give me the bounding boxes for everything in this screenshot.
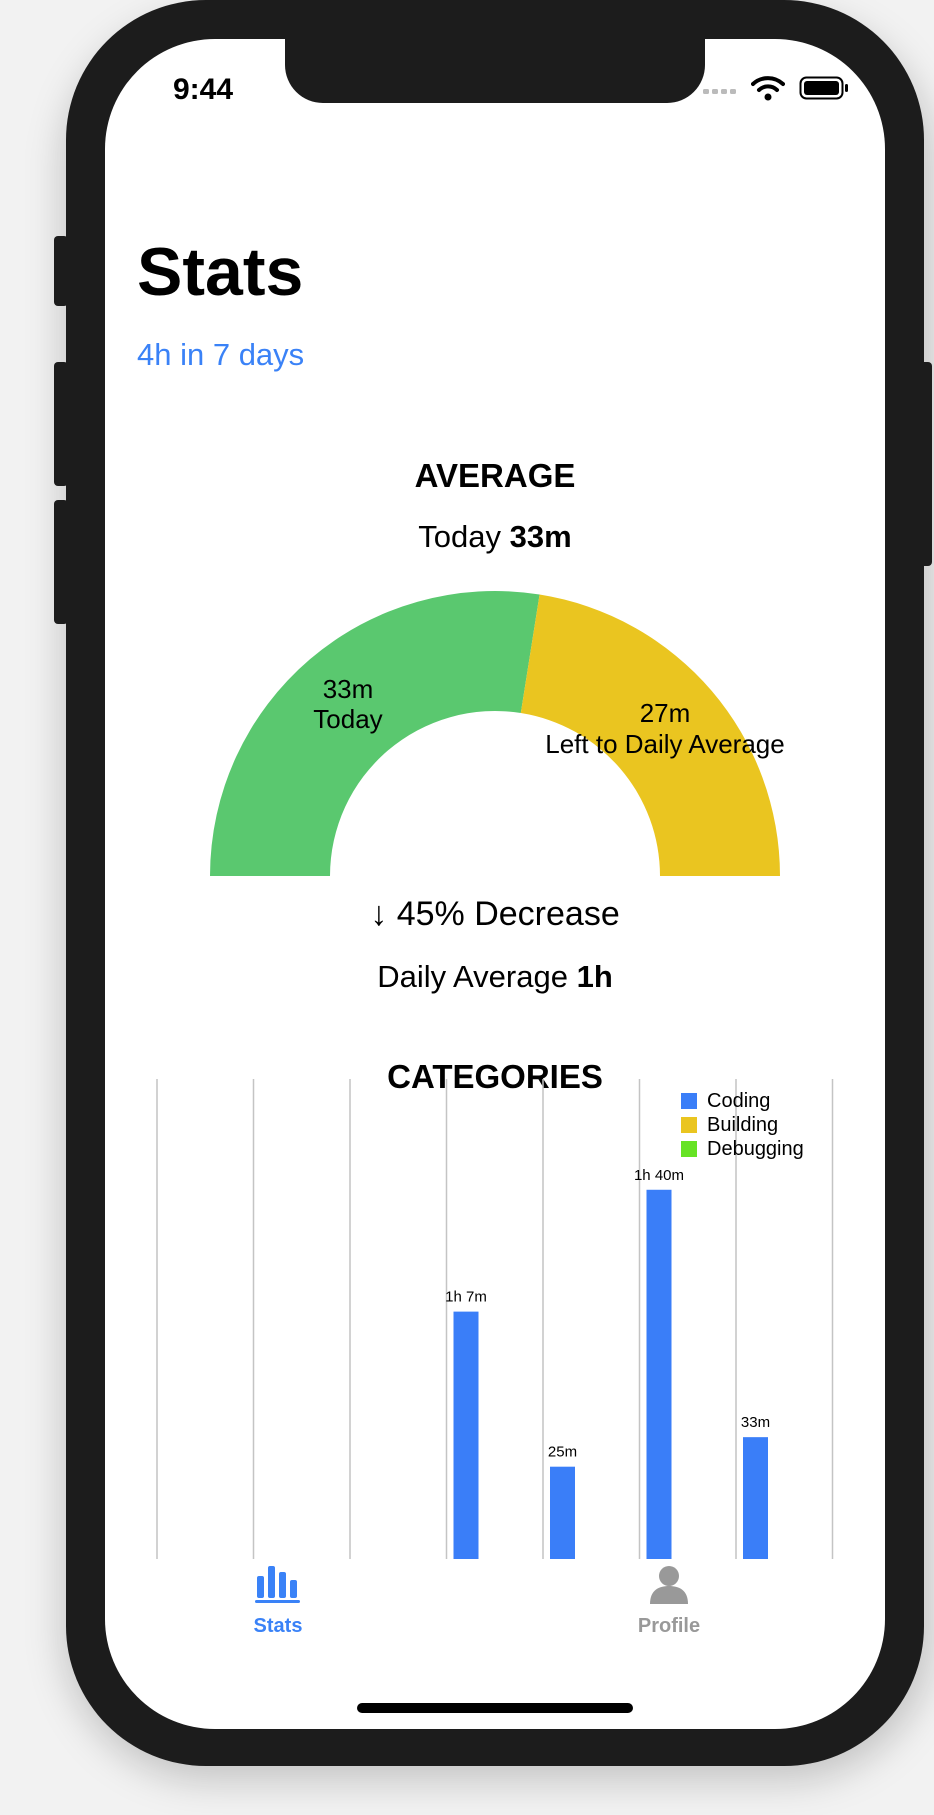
tab-profile[interactable]: Profile	[589, 1564, 749, 1638]
tab-profile-label: Profile	[637, 1615, 701, 1637]
tab-stats-label: Stats	[253, 1615, 303, 1637]
power-button	[920, 362, 932, 566]
wifi-icon	[751, 75, 785, 106]
person-icon	[650, 1566, 688, 1604]
legend-swatch	[681, 1117, 697, 1133]
bar-coding	[646, 1189, 672, 1559]
average-heading: AVERAGE	[414, 457, 576, 494]
total-summary-link[interactable]: 4h in 7 days	[137, 337, 305, 372]
status-time: 9:44	[173, 73, 234, 106]
legend-label: Coding	[707, 1090, 770, 1112]
legend-label: Building	[707, 1114, 778, 1136]
notch	[285, 39, 705, 103]
bar-value-label: 25m	[548, 1444, 577, 1461]
page-title: Stats	[137, 234, 304, 310]
bar-value-label: 1h 40m	[634, 1167, 684, 1184]
bar-value-label: 33m	[741, 1414, 770, 1431]
gauge-left-value: 27m	[640, 698, 691, 728]
bar-coding	[550, 1466, 575, 1559]
daily-average-label: Daily Average	[377, 959, 568, 994]
gauge-left-label: Left to Daily Average	[545, 729, 784, 759]
bar-coding	[743, 1437, 768, 1559]
change-text: 45% Decrease	[396, 895, 620, 933]
gauge-segment-left	[520, 594, 780, 876]
legend-label: Debugging	[707, 1138, 804, 1160]
status-icons	[703, 75, 849, 106]
gauge-today-value: 33m	[323, 674, 374, 704]
legend-swatch	[681, 1093, 697, 1109]
gauge-segment-today	[210, 591, 540, 876]
daily-average: Daily Average 1h	[105, 959, 885, 995]
tab-bar: Stats Profile	[105, 1564, 885, 1684]
legend-swatch	[681, 1141, 697, 1157]
bar-chart-icon	[255, 1566, 300, 1603]
change-indicator: ↓ 45% Decrease	[105, 895, 885, 934]
today-value: 33m	[509, 519, 572, 554]
today-summary: Today 33m	[105, 519, 885, 555]
gauge-today-label: Today	[313, 704, 382, 734]
volume-up-button	[54, 362, 68, 486]
categories-heading: CATEGORIES	[387, 1058, 603, 1095]
daily-average-value: 1h	[576, 959, 613, 994]
battery-icon	[799, 76, 849, 105]
arrow-down-icon: ↓	[370, 895, 388, 933]
volume-down-button	[54, 500, 68, 624]
cellular-signal-icon	[703, 82, 737, 100]
average-gauge: 33m Today 27m Left to Daily Average	[210, 591, 785, 876]
screen: 9:44 Stats 4h in 7 days	[105, 39, 885, 1729]
bar-coding	[453, 1311, 479, 1559]
today-label: Today	[418, 519, 502, 554]
home-indicator	[357, 1703, 633, 1713]
tab-stats[interactable]: Stats	[198, 1564, 358, 1638]
bar-value-label: 1h 7m	[445, 1289, 487, 1306]
mute-switch	[54, 236, 68, 306]
